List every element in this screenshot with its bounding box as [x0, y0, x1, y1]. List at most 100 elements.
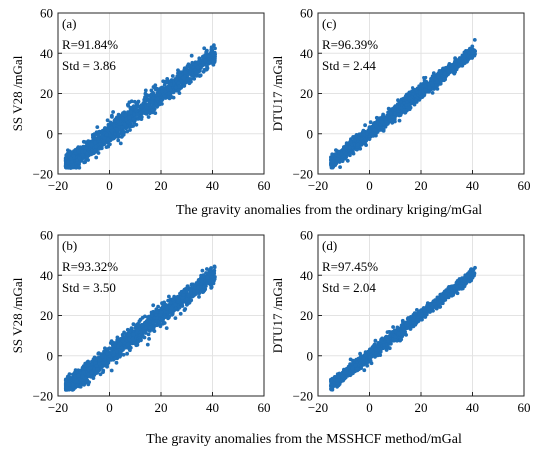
panel-c-std-value: Std = 2.44 — [322, 58, 376, 73]
panel-b-point — [132, 341, 137, 346]
panel-a-point — [139, 104, 144, 109]
panel-a-point — [209, 47, 214, 52]
panel-a-point — [183, 81, 188, 85]
panel-a-point — [132, 104, 137, 109]
panel-c-point — [384, 120, 389, 125]
panel-b-point — [138, 330, 143, 334]
panel-a-point — [138, 116, 143, 120]
panel-c-point — [462, 53, 466, 58]
panel-b-point — [123, 345, 128, 350]
panel-c-ytick-label: 20 — [300, 86, 313, 101]
panel-c-point — [352, 138, 357, 143]
panel-b-point — [94, 371, 99, 375]
panel-c-label: (c) — [322, 16, 336, 31]
panel-a-point — [164, 80, 169, 85]
panel-b-point — [187, 300, 192, 305]
panel-a-point — [116, 112, 121, 117]
panel-c-point — [395, 104, 399, 108]
panel-a-point — [92, 148, 97, 153]
panel-a-point — [192, 76, 197, 81]
panel-a-point — [143, 95, 147, 100]
panel-a-point — [144, 110, 149, 114]
panel-b-point — [131, 332, 136, 337]
panel-c-point — [363, 123, 367, 128]
panel-a-point — [159, 86, 164, 90]
panel-a-point — [116, 138, 121, 143]
panel-b-point — [150, 313, 155, 318]
panel-c-xtick-label: 0 — [366, 178, 373, 193]
panel-a-point — [127, 115, 132, 120]
panel-c-point — [411, 86, 415, 90]
panel-c-point — [442, 71, 447, 76]
panel-b-point — [185, 297, 190, 302]
panel-b-point — [125, 342, 130, 347]
panel-c-point — [397, 118, 402, 123]
panel-a-point — [153, 83, 158, 88]
panel-b-point — [169, 306, 174, 311]
panel-b-point — [75, 369, 79, 374]
panel-c-point — [411, 92, 415, 96]
panel-b-point — [95, 367, 100, 372]
panel-a-point — [129, 99, 134, 104]
panel-c-point — [468, 46, 472, 51]
panel-a-point — [160, 89, 165, 94]
panel-b-point — [200, 268, 205, 273]
panel-a-point — [102, 136, 107, 141]
panel-b-point — [109, 368, 114, 373]
panel-a-point — [178, 73, 183, 78]
panel-a-point — [94, 144, 98, 149]
panel-c-point — [355, 142, 360, 147]
panel-a-point — [155, 87, 160, 91]
panel-a-point — [125, 129, 130, 134]
panel-b-point — [80, 374, 85, 379]
panel-b-point — [119, 345, 124, 350]
panel-a-point — [162, 94, 167, 98]
panel-a-point — [114, 127, 119, 132]
panel-b-r-value: R=93.32% — [62, 259, 118, 274]
panel-c-ylabel: DTU17 /mGal — [270, 55, 285, 131]
panel-a-point — [116, 132, 121, 137]
panel-b-point — [144, 325, 148, 330]
panel-a-point — [169, 82, 173, 87]
panel-c-point — [330, 159, 335, 164]
panel-c-point — [330, 152, 335, 157]
panel-a-point — [122, 122, 127, 127]
panel-b-point — [168, 300, 173, 305]
panel-c-point — [472, 38, 477, 42]
panel-b-point — [99, 365, 104, 370]
panel-a-point — [177, 84, 181, 89]
panel-c-ytick-label: 0 — [307, 126, 314, 141]
panel-a-point — [176, 68, 180, 73]
panel-a-point — [211, 62, 216, 67]
panel-a-point — [115, 119, 120, 124]
panel-c-point — [357, 132, 362, 137]
panel-a-xtick-label: 60 — [258, 178, 271, 193]
panel-c-point — [348, 145, 352, 150]
panel-b-point — [151, 303, 156, 308]
panel-c-point — [436, 74, 440, 79]
panel-b-point — [127, 332, 131, 337]
panel-c-point — [337, 150, 341, 155]
panel-c-point — [429, 81, 434, 85]
panel-a-point — [67, 152, 72, 157]
panel-b-point — [112, 350, 116, 355]
panel-c-point — [334, 148, 338, 153]
panel-c-xtick-label: 60 — [518, 178, 531, 193]
panel-c-point — [379, 120, 384, 124]
panel-c-point — [430, 91, 435, 95]
panel-b-point — [196, 285, 201, 290]
panel-c-point — [446, 68, 451, 73]
panel-a-point — [194, 70, 199, 75]
panel-a-point — [103, 126, 107, 130]
panel-b-point — [195, 288, 200, 293]
panel-b-point — [81, 367, 86, 371]
panel-a-point — [73, 149, 77, 154]
panel-a-point — [188, 63, 193, 68]
panel-c-point — [421, 92, 426, 97]
panel-b-point — [192, 289, 197, 293]
panel-a-point — [85, 151, 90, 156]
panel-b-point — [186, 293, 191, 298]
panel-a-point — [74, 165, 78, 169]
